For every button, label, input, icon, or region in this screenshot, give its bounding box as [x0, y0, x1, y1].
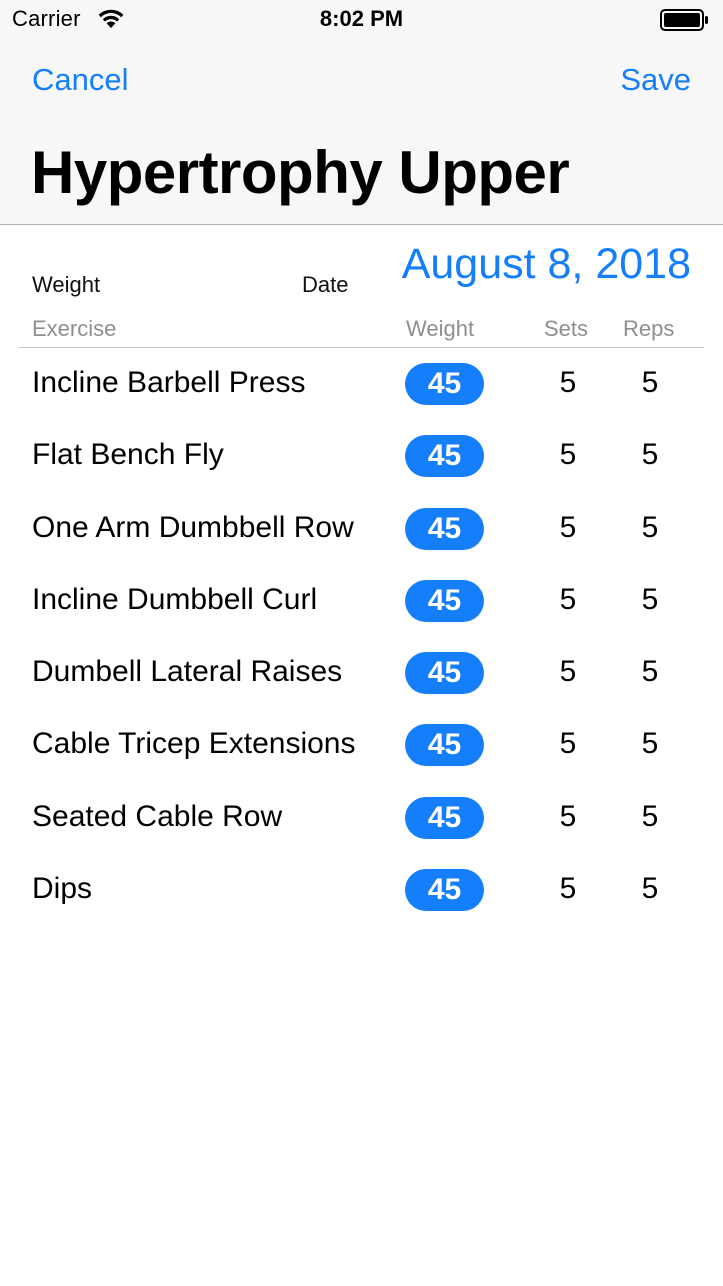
battery-icon — [660, 9, 708, 31]
exercise-name: Incline Barbell Press — [32, 366, 306, 399]
date-picker-value[interactable]: August 8, 2018 — [401, 240, 691, 288]
reps-value: 5 — [641, 438, 659, 472]
column-header-sets: Sets — [544, 316, 589, 341]
reps-value: 5 — [641, 799, 659, 833]
exercise-name: One Arm Dumbbell Row — [32, 510, 354, 544]
sets-value: 5 — [559, 727, 577, 761]
weight-button[interactable]: 45 — [405, 363, 484, 405]
exercise-name: Dips — [32, 872, 93, 906]
reps-value: 5 — [641, 872, 659, 906]
column-header-reps: Reps — [623, 316, 675, 341]
reps-value: 5 — [641, 655, 659, 689]
cancel-button[interactable]: Cancel — [32, 62, 129, 97]
column-header-weight: Weight — [406, 316, 475, 341]
weight-label: Weight — [32, 272, 101, 297]
header-divider — [19, 347, 704, 348]
weight-button[interactable]: 45 — [405, 724, 484, 767]
exercise-name: Flat Bench Fly — [32, 438, 224, 472]
exercise-row[interactable]: Dumbell Lateral Raises 45 5 5 — [0, 637, 723, 709]
exercise-row[interactable]: Incline Barbell Press 45 5 5 — [0, 348, 723, 420]
sets-value: 5 — [559, 438, 577, 472]
sets-value: 5 — [559, 799, 577, 833]
sets-value: 5 — [559, 510, 577, 544]
status-bar: Carrier 8:02 PM — [0, 0, 723, 40]
reps-value: 5 — [641, 727, 659, 761]
reps-value: 5 — [641, 510, 659, 544]
reps-value: 5 — [641, 582, 659, 616]
exercise-name: Cable Tricep Extensions — [32, 727, 356, 761]
exercise-name: Seated Cable Row — [32, 799, 283, 833]
weight-button[interactable]: 45 — [405, 796, 484, 839]
status-time: 8:02 PM — [319, 6, 404, 31]
exercise-row[interactable]: One Arm Dumbbell Row 45 5 5 — [0, 493, 723, 565]
reps-value: 5 — [641, 366, 659, 399]
exercise-row[interactable]: Cable Tricep Extensions 45 5 5 — [0, 709, 723, 781]
column-header-exercise: Exercise — [32, 316, 117, 341]
sets-value: 5 — [559, 366, 577, 399]
weight-button[interactable]: 45 — [405, 869, 484, 912]
weight-button[interactable]: 45 — [405, 507, 484, 550]
save-button[interactable]: Save — [620, 62, 691, 97]
wifi-icon — [98, 9, 124, 28]
exercise-name: Incline Dumbbell Curl — [32, 582, 318, 616]
date-label: Date — [302, 272, 349, 297]
navigation-bar: Carrier 8:02 PM Cancel Save Hypertrophy … — [0, 0, 723, 225]
sets-value: 5 — [559, 872, 577, 906]
weight-button[interactable]: 45 — [405, 652, 484, 695]
weight-button[interactable]: 45 — [405, 435, 484, 478]
exercise-row[interactable]: Dips 45 5 5 — [0, 854, 723, 926]
exercise-row[interactable]: Seated Cable Row 45 5 5 — [0, 782, 723, 854]
exercise-row[interactable]: Incline Dumbbell Curl 45 5 5 — [0, 565, 723, 637]
weight-button[interactable]: 45 — [405, 579, 484, 622]
carrier-label: Carrier — [12, 6, 81, 31]
exercise-name: Dumbell Lateral Raises — [32, 655, 343, 689]
sets-value: 5 — [559, 582, 577, 616]
sets-value: 5 — [559, 655, 577, 689]
exercise-list: Incline Barbell Press 45 5 5 Flat Bench … — [0, 348, 723, 926]
exercise-row[interactable]: Flat Bench Fly 45 5 5 — [0, 420, 723, 492]
page-title: Hypertrophy Upper — [31, 139, 570, 206]
